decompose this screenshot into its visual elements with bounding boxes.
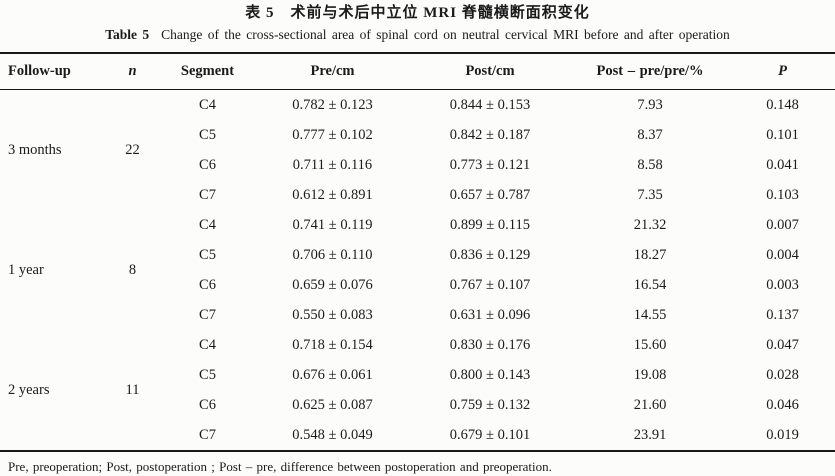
p-value-cell: 0.007 — [766, 216, 799, 233]
segment-cell: C7 — [199, 186, 216, 203]
change-percent-cell: 8.58 — [637, 156, 663, 173]
p-value-cell: 0.046 — [766, 396, 799, 413]
table-row: C5 0.706 ± 0.110 0.836 ± 0.129 18.27 0.004 — [0, 240, 835, 270]
table-body: 3 months 22 C4 0.782 ± 0.123 0.844 ± 0.153 7.… — [0, 90, 835, 452]
table-row: C5 0.777 ± 0.102 0.842 ± 0.187 8.37 0.101 — [0, 120, 835, 150]
pre-area-cell: 0.659 ± 0.076 — [292, 276, 373, 293]
pre-area-cell: 0.777 ± 0.102 — [292, 126, 373, 143]
table-caption-english: Table 5 Change of the cross-sectional are… — [0, 24, 835, 46]
table-footnote: Pre, preoperation; Post, postoperation ;… — [8, 459, 552, 474]
change-percent-cell: 8.37 — [637, 126, 663, 143]
column-header-segment: Segment — [160, 53, 255, 90]
table-row: C7 0.612 ± 0.891 0.657 ± 0.787 7.35 0.103 — [0, 180, 835, 210]
change-percent-cell: 16.54 — [633, 276, 667, 293]
pre-area-cell: 0.550 ± 0.083 — [292, 306, 373, 323]
post-area-cell: 0.767 ± 0.107 — [449, 276, 531, 293]
post-area-cell: 0.844 ± 0.153 — [449, 96, 531, 113]
segment-cell: C5 — [199, 366, 216, 383]
n-cell: 22 — [125, 141, 140, 158]
follow-up-cell: 3 months — [8, 141, 62, 158]
segment-cell: C6 — [199, 276, 216, 293]
p-value-cell: 0.019 — [766, 426, 799, 443]
post-area-cell: 0.830 ± 0.176 — [449, 336, 531, 353]
change-percent-cell: 7.35 — [637, 186, 663, 203]
p-value-cell: 0.028 — [766, 366, 799, 383]
column-header-n: n — [105, 53, 160, 90]
post-area-cell: 0.631 ± 0.096 — [449, 306, 531, 323]
post-area-cell: 0.899 ± 0.115 — [450, 216, 530, 233]
pre-area-cell: 0.706 ± 0.110 — [292, 246, 373, 263]
n-cell: 8 — [128, 261, 137, 278]
table-row: 3 months 22 C4 0.782 ± 0.123 0.844 ± 0.153 7.… — [0, 90, 835, 158]
segment-cell: C4 — [199, 216, 216, 233]
change-percent-cell: 18.27 — [633, 246, 667, 263]
column-header-change: Post – pre/pre/% — [570, 53, 730, 90]
change-percent-cell: 15.60 — [633, 336, 667, 353]
pre-area-cell: 0.718 ± 0.154 — [292, 336, 373, 353]
change-percent-cell: 14.55 — [633, 306, 667, 323]
change-percent-cell: 7.93 — [637, 96, 663, 113]
pre-area-cell: 0.548 ± 0.049 — [292, 426, 373, 443]
table-number-label: Table 5 — [105, 27, 150, 42]
p-value-cell: 0.101 — [766, 126, 799, 143]
post-area-cell: 0.759 ± 0.132 — [449, 396, 531, 413]
pre-area-cell: 0.612 ± 0.891 — [292, 186, 373, 203]
segment-cell: C4 — [199, 96, 216, 113]
p-value-cell: 0.004 — [766, 246, 799, 263]
segment-cell: C6 — [199, 396, 216, 413]
segment-cell: C5 — [199, 126, 216, 143]
p-value-cell: 0.103 — [766, 186, 799, 203]
segment-cell: C5 — [199, 246, 216, 263]
p-value-cell: 0.137 — [766, 306, 799, 323]
p-value-cell: 0.003 — [766, 276, 799, 293]
pre-area-cell: 0.676 ± 0.061 — [292, 366, 373, 383]
table-row: C6 0.625 ± 0.087 0.759 ± 0.132 21.60 0.046 — [0, 390, 835, 420]
table-caption-chinese: 表 5 术前与术后中立位 MRI 脊髓横断面积变化 — [245, 5, 590, 21]
follow-up-cell: 1 year — [8, 261, 44, 278]
table-header-row: Follow-up n Segment Pre/cm Post/cm Post … — [0, 53, 835, 90]
p-value-cell: 0.041 — [766, 156, 799, 173]
post-area-cell: 0.773 ± 0.121 — [449, 156, 531, 173]
column-header-post: Post/cm — [410, 53, 570, 90]
table-row: C6 0.659 ± 0.076 0.767 ± 0.107 16.54 0.003 — [0, 270, 835, 300]
n-cell: 11 — [125, 381, 140, 398]
table-caption-english-text: Change of the cross-sectional area of sp… — [161, 27, 730, 42]
segment-cell: C4 — [199, 336, 216, 353]
change-percent-cell: 21.60 — [633, 396, 667, 413]
p-value-cell: 0.148 — [766, 96, 799, 113]
table-row: C6 0.711 ± 0.116 0.773 ± 0.121 8.58 0.041 — [0, 150, 835, 180]
post-area-cell: 0.836 ± 0.129 — [449, 246, 531, 263]
table-header: Follow-up n Segment Pre/cm Post/cm Post … — [0, 53, 835, 90]
post-area-cell: 0.679 ± 0.101 — [449, 426, 531, 443]
pre-area-cell: 0.782 ± 0.123 — [292, 96, 373, 113]
table-row: C7 0.548 ± 0.049 0.679 ± 0.101 23.91 0.019 — [0, 420, 835, 451]
table-row: C5 0.676 ± 0.061 0.800 ± 0.143 19.08 0.028 — [0, 360, 835, 390]
post-area-cell: 0.800 ± 0.143 — [449, 366, 531, 383]
column-header-follow-up: Follow-up — [0, 53, 105, 90]
change-percent-cell: 23.91 — [633, 426, 667, 443]
pre-area-cell: 0.625 ± 0.087 — [292, 396, 373, 413]
table-row: 1 year 8 C4 0.741 ± 0.119 0.899 ± 0.115 21.32… — [0, 210, 835, 278]
table-row: C7 0.550 ± 0.083 0.631 ± 0.096 14.55 0.137 — [0, 300, 835, 330]
pre-area-cell: 0.711 ± 0.116 — [292, 156, 373, 173]
change-percent-cell: 21.32 — [633, 216, 667, 233]
follow-up-cell: 2 years — [8, 381, 50, 398]
column-header-p: P — [730, 53, 835, 90]
segment-cell: C6 — [199, 156, 216, 173]
p-value-cell: 0.047 — [766, 336, 799, 353]
pre-area-cell: 0.741 ± 0.119 — [292, 216, 373, 233]
post-area-cell: 0.657 ± 0.787 — [449, 186, 531, 203]
change-percent-cell: 19.08 — [633, 366, 667, 383]
results-table: Follow-up n Segment Pre/cm Post/cm Post … — [0, 52, 835, 452]
table-row: 2 years 11 C4 0.718 ± 0.154 0.830 ± 0.176 15.… — [0, 330, 835, 398]
segment-cell: C7 — [199, 426, 216, 443]
post-area-cell: 0.842 ± 0.187 — [449, 126, 531, 143]
segment-cell: C7 — [199, 306, 216, 323]
column-header-pre: Pre/cm — [255, 53, 410, 90]
